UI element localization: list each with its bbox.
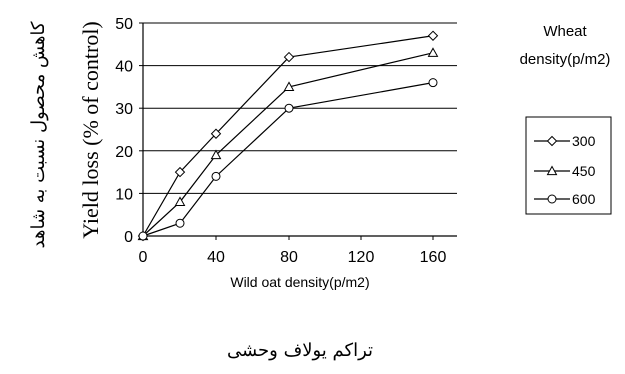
legend-label: 600: [572, 191, 596, 207]
x-tick-label: 120: [348, 249, 375, 266]
series-450: [139, 48, 438, 239]
x-axis-label-persian: تراکم یولاف وحشی: [227, 340, 373, 361]
legend-title-line-1: Wheat: [543, 23, 587, 40]
y-tick-label: 10: [115, 186, 133, 203]
y-tick-label: 30: [115, 101, 133, 118]
data-point-450-160: [429, 48, 438, 56]
y-axis-label: Yield loss (% of control): [78, 21, 103, 239]
data-point-600-0: [139, 232, 147, 240]
x-tick-label: 80: [280, 249, 298, 266]
y-tick-label: 20: [115, 144, 133, 161]
grid-lines: [143, 23, 457, 193]
data-point-600-80: [285, 104, 293, 112]
series-line-450: [143, 53, 433, 236]
series-600: [139, 79, 437, 240]
y-tick-label: 0: [124, 229, 133, 246]
legend-label: 300: [572, 133, 596, 149]
x-tick-labels: 0 40 80 120 160: [139, 236, 447, 266]
y-tick-label: 50: [115, 16, 133, 33]
data-series: [139, 31, 438, 240]
legend-label: 450: [572, 163, 596, 179]
legend-title-line-2: density(p/m2): [520, 51, 611, 68]
legend-swatch-marker: [548, 195, 556, 203]
data-point-600-40: [212, 172, 220, 180]
x-tick-label: 160: [420, 249, 447, 266]
y-tick-label: 40: [115, 59, 133, 76]
data-point-600-160: [429, 79, 437, 87]
x-axis-label: Wild oat density(p/m2): [230, 274, 369, 290]
x-tick-label: 0: [139, 249, 148, 266]
x-tick-label: 40: [207, 249, 225, 266]
data-point-300-160: [429, 31, 438, 40]
data-point-600-20: [176, 219, 184, 227]
y-axis-label-persian: کاهش محصول نسبت به شاهد: [28, 21, 49, 248]
y-tick-labels: 0 10 20 30 40 50: [115, 16, 143, 246]
